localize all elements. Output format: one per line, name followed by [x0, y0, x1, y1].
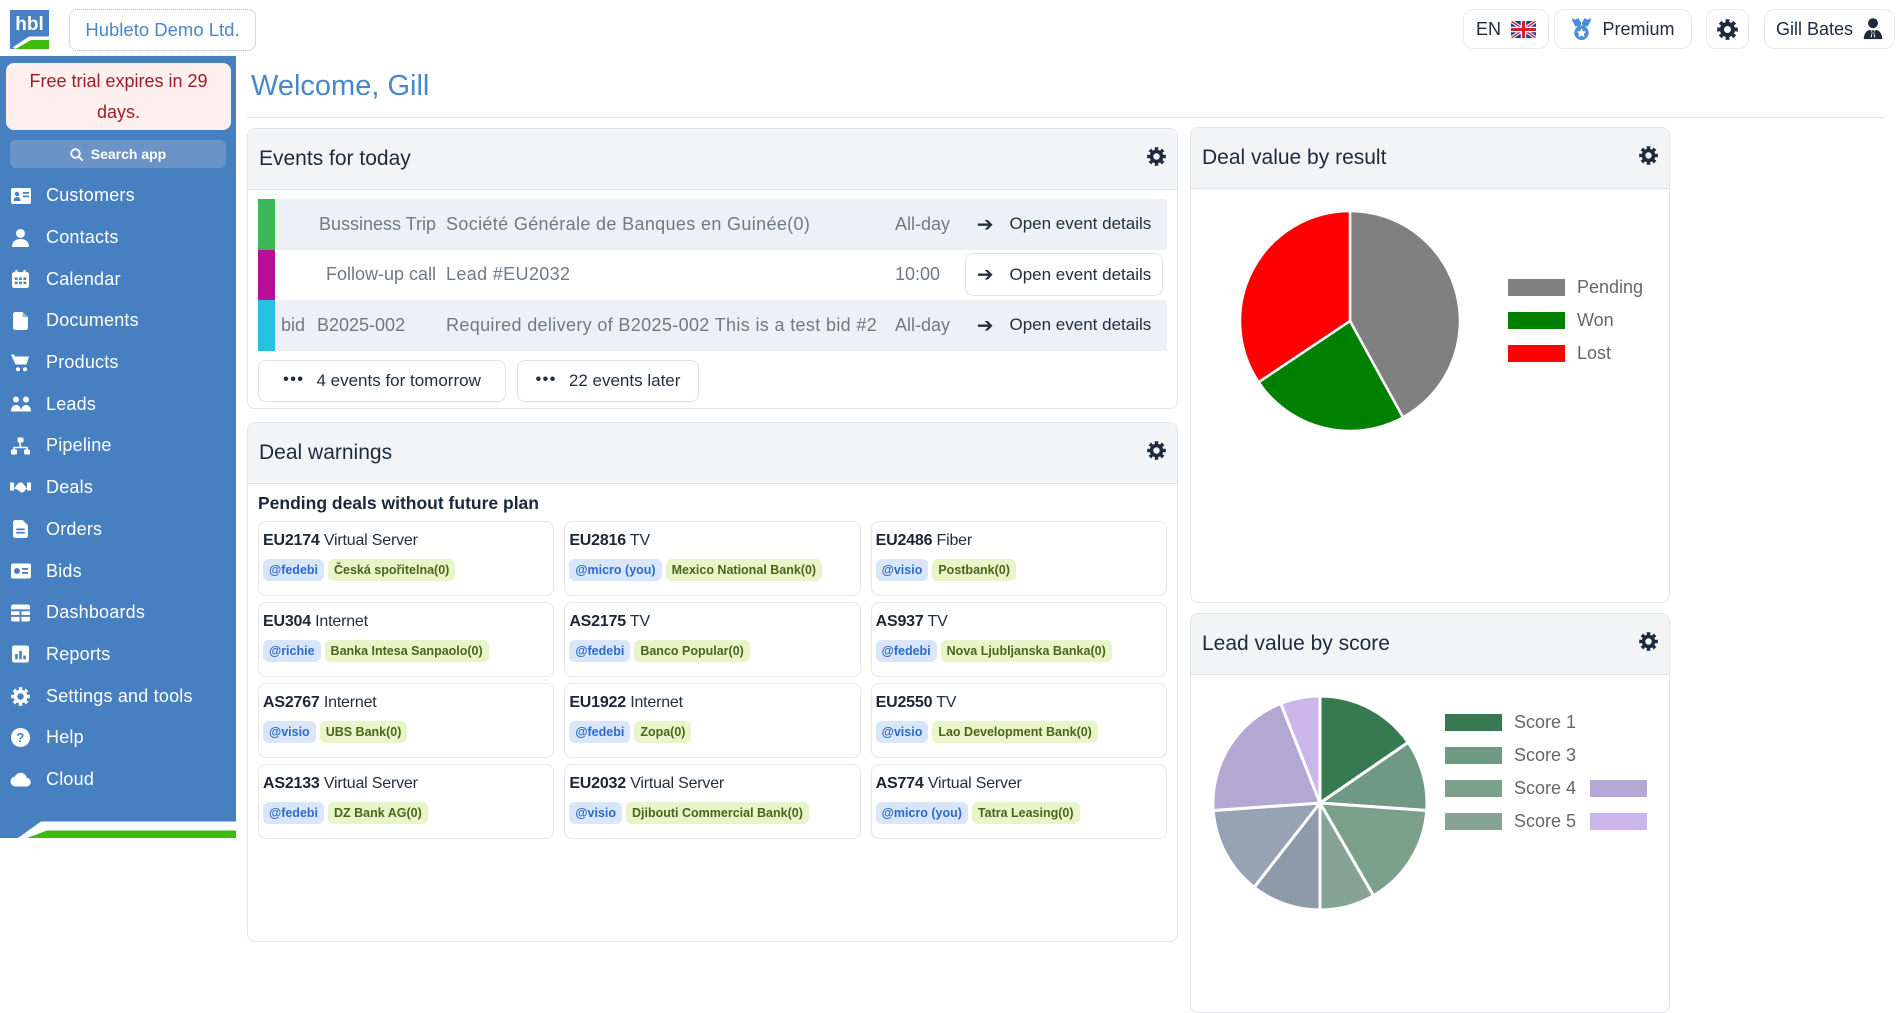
svg-text:hbl: hbl	[15, 14, 44, 35]
svg-text:?: ?	[16, 730, 24, 745]
